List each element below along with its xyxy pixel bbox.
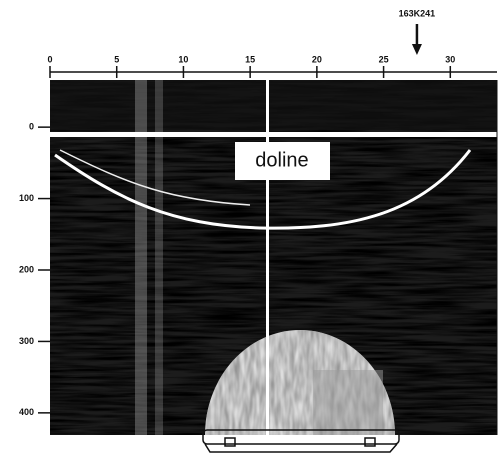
marker-arrowhead [412,44,422,55]
figure: doline 163K241 0510152025300100200300400 [0,0,501,463]
x-tick-label: 25 [379,54,389,64]
y-tick-label: 100 [19,193,34,203]
y-tick-label: 200 [19,264,34,274]
radargram-image [50,80,497,435]
marker-label: 163K241 [399,8,436,18]
y-tick-label: 300 [19,336,34,346]
x-tick-label: 0 [47,54,52,64]
y-tick-label: 400 [19,407,34,417]
y-tick-label: 0 [29,122,34,132]
x-tick-label: 5 [114,54,119,64]
x-tick-label: 15 [245,54,255,64]
annotation: doline [255,149,308,171]
x-tick-label: 10 [178,54,188,64]
x-tick-label: 30 [445,54,455,64]
x-tick-label: 20 [312,54,322,64]
